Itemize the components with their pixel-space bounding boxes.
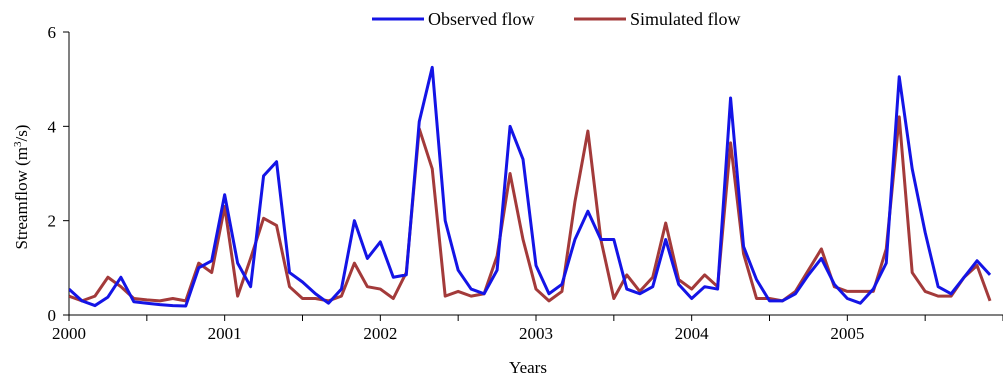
y-axis-title: Streamflow (m3/s) <box>12 125 31 250</box>
y-tick-label: 4 <box>48 117 57 136</box>
y-tick-label: 2 <box>48 212 57 231</box>
axes: 0 2 4 6 2000 2001 2002 2003 2004 2005 <box>48 23 1003 343</box>
y-tick-label: 0 <box>48 306 57 325</box>
y-axis-title-main: Streamflow (m <box>12 147 31 249</box>
y-axis-title-sup: 3 <box>12 141 24 147</box>
legend-label-simulated: Simulated flow <box>630 9 741 29</box>
x-axis-title: Years <box>509 358 547 377</box>
y-axis-title-tail: /s) <box>12 125 31 142</box>
x-tick-label: 2001 <box>208 324 242 343</box>
y-tick-label: 6 <box>48 23 57 42</box>
x-tick-label: 2004 <box>675 324 710 343</box>
series-line-observed-flow <box>69 65 992 308</box>
legend: Observed flow Simulated flow <box>372 9 741 29</box>
legend-label-observed: Observed flow <box>428 9 534 29</box>
series-layer <box>69 65 992 308</box>
x-tick-label: 2002 <box>363 324 397 343</box>
x-tick-label: 2003 <box>519 324 553 343</box>
x-tick-label: 2000 <box>52 324 86 343</box>
x-tick-label: 2005 <box>830 324 864 343</box>
